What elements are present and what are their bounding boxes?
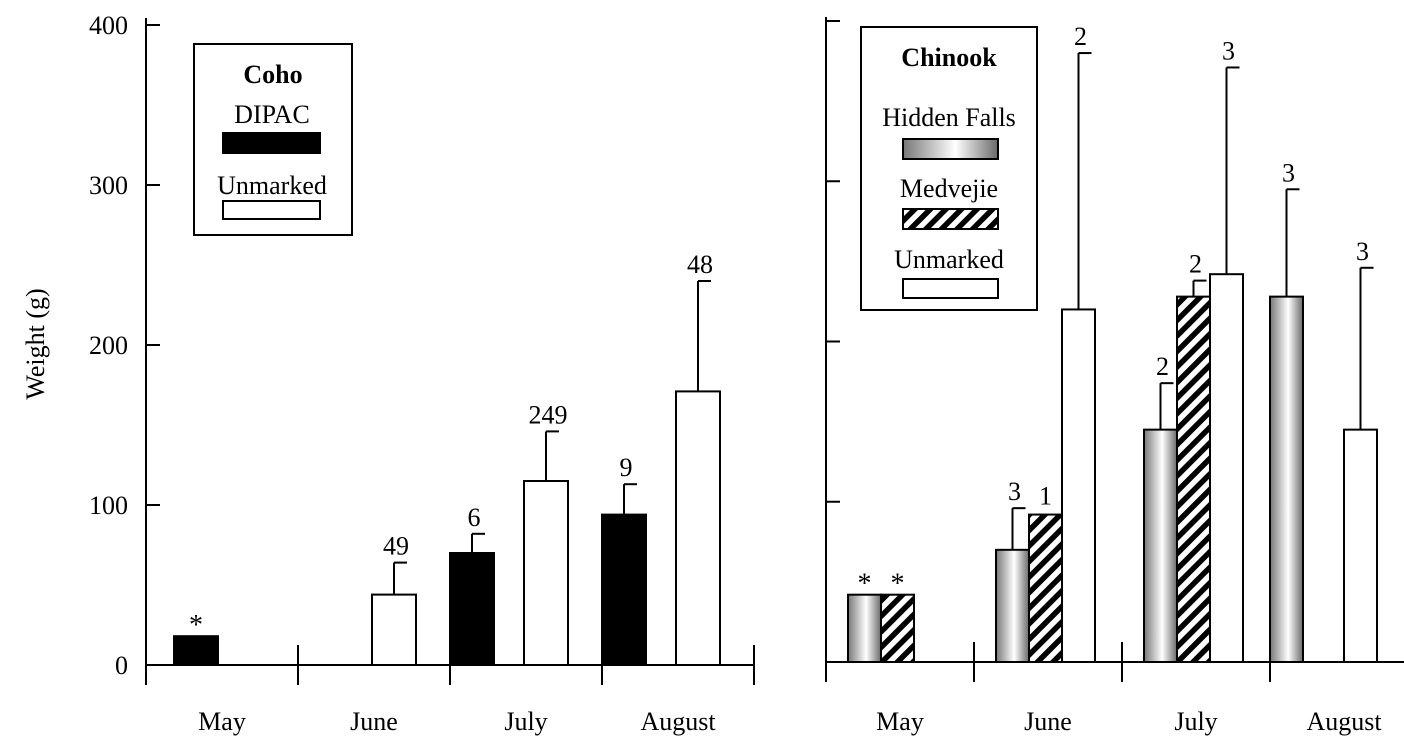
data-label-dipac-august: 9 — [620, 453, 633, 482]
data-label-unmarked-june: 2 — [1074, 22, 1087, 51]
chinook-panel: May June July August * 3 2 3 * 1 2 2 3 3 Chinook Hid… — [825, 17, 1404, 736]
y-axis-label: Weight (g) — [21, 288, 50, 399]
legend-swatch-dipac — [222, 132, 321, 154]
data-label-medvejie-may: * — [891, 569, 905, 600]
chinook-legend: Chinook Hidden Falls Medvejie Unmarked — [860, 26, 1038, 311]
data-label-hidden-falls-august: 3 — [1282, 158, 1295, 187]
bar-unmarked-august — [1343, 428, 1378, 664]
legend-swatch-hidden-falls — [902, 138, 999, 160]
bar-hidden-falls-may — [847, 593, 882, 664]
legend-label-unmarked: Unmarked — [894, 245, 1004, 274]
y-tick-label: 300 — [89, 171, 128, 200]
legend-label-unmarked: Unmarked — [217, 171, 327, 200]
coho-axes: 0 100 200 300 400 May June July August — [89, 11, 755, 736]
legend-swatch-medvejie — [902, 208, 999, 230]
legend-label-medvejie: Medvejie — [900, 174, 998, 203]
x-tick-label-july: July — [504, 707, 547, 736]
bar-dipac-may — [173, 635, 219, 667]
coho-bars: * 6 9 49 249 48 — [173, 250, 721, 667]
data-label-medvejie-june: 1 — [1039, 482, 1052, 511]
x-tick-label-may: May — [198, 707, 246, 736]
bar-unmarked-june — [1061, 308, 1096, 663]
y-tick-label: 200 — [89, 331, 128, 360]
coho-legend: Coho DIPAC Unmarked — [193, 43, 353, 236]
data-label-unmarked-june: 49 — [383, 532, 409, 561]
bar-hidden-falls-june — [995, 548, 1030, 664]
bar-medvejie-may — [880, 593, 915, 664]
legend-label-dipac: DIPAC — [234, 100, 310, 129]
legend-frame — [860, 26, 1038, 311]
bar-dipac-july — [449, 552, 495, 666]
bar-unmarked-june — [371, 593, 417, 666]
x-tick-label-june: June — [350, 707, 398, 736]
data-label-dipac-july: 6 — [468, 503, 481, 532]
chinook-bars: * 3 2 3 * 1 2 2 3 3 — [847, 22, 1378, 664]
y-tick-label: 400 — [89, 11, 128, 40]
chinook-axes: May June July August — [825, 17, 1404, 736]
bar-unmarked-august — [675, 390, 721, 666]
bar-unmarked-july — [1209, 273, 1244, 663]
data-label-unmarked-july: 249 — [529, 400, 568, 429]
bar-medvejie-june — [1028, 513, 1063, 663]
legend-title: Chinook — [901, 43, 997, 72]
data-label-dipac-may: * — [189, 610, 203, 641]
data-label-hidden-falls-may: * — [858, 569, 872, 600]
x-tick-label-june: June — [1024, 707, 1072, 736]
bar-hidden-falls-july — [1143, 428, 1178, 664]
bar-medvejie-july — [1176, 295, 1211, 663]
bar-unmarked-july — [523, 480, 569, 666]
legend-swatch-unmarked — [902, 278, 999, 299]
legend-swatch-unmarked — [222, 200, 321, 220]
data-label-medvejie-july: 2 — [1189, 250, 1202, 279]
data-label-unmarked-july: 3 — [1222, 36, 1235, 65]
data-label-hidden-falls-july: 2 — [1156, 352, 1169, 381]
coho-panel: Weight (g) 0 100 200 300 400 May June July Augus… — [21, 11, 755, 736]
bar-dipac-august — [601, 513, 647, 666]
x-tick-label-august: August — [1306, 707, 1382, 736]
data-label-unmarked-august: 3 — [1356, 237, 1369, 266]
x-tick-label-may: May — [876, 707, 924, 736]
x-tick-label-august: August — [640, 707, 716, 736]
data-label-hidden-falls-june: 3 — [1008, 477, 1021, 506]
y-tick-label: 0 — [115, 651, 128, 680]
bar-hidden-falls-august — [1269, 295, 1304, 663]
legend-label-hidden-falls: Hidden Falls — [882, 103, 1016, 132]
y-tick-label: 100 — [89, 491, 128, 520]
data-label-unmarked-august: 48 — [687, 250, 713, 279]
legend-title: Coho — [243, 60, 302, 89]
x-tick-label-july: July — [1174, 707, 1217, 736]
